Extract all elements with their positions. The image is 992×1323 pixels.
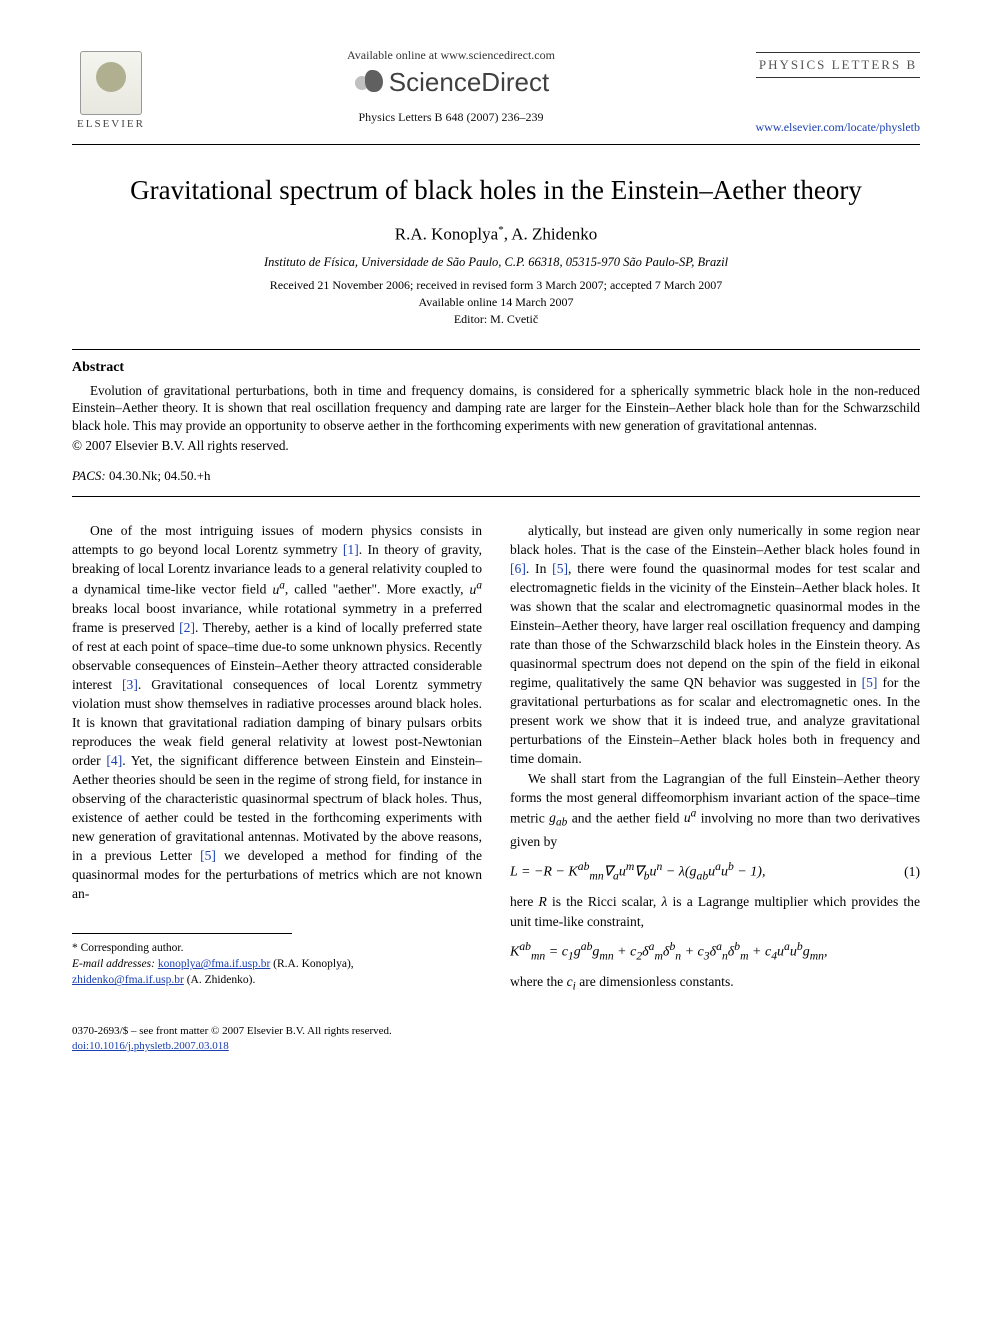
email-link-2[interactable]: zhidenko@fma.if.usp.br bbox=[72, 974, 184, 986]
abstract-rule-bottom bbox=[72, 496, 920, 497]
journal-locate-link[interactable]: www.elsevier.com/locate/physletb bbox=[755, 120, 920, 134]
header-rule bbox=[72, 144, 920, 145]
dates-received: Received 21 November 2006; received in r… bbox=[72, 278, 920, 293]
equation-1-content: L = −R − Kabmn∇aum∇bun − λ(gabuaub − 1), bbox=[510, 859, 890, 885]
email-link-1[interactable]: konoplya@fma.if.usp.br bbox=[158, 958, 270, 970]
left-column: One of the most intriguing issues of mod… bbox=[72, 521, 482, 996]
equation-1-number: (1) bbox=[890, 862, 920, 881]
sciencedirect-logo: ScienceDirect bbox=[150, 67, 752, 98]
ref-1[interactable]: [1] bbox=[343, 542, 359, 557]
journal-reference: Physics Letters B 648 (2007) 236–239 bbox=[150, 110, 752, 125]
dates-online: Available online 14 March 2007 bbox=[72, 295, 920, 310]
after-eq1: here R is the Ricci scalar, λ is a Lagra… bbox=[510, 892, 920, 930]
elsevier-name: ELSEVIER bbox=[77, 118, 145, 130]
page-root: ELSEVIER Available online at www.science… bbox=[0, 0, 992, 1115]
ref-5c[interactable]: [5] bbox=[862, 675, 878, 690]
body-para-left: One of the most intriguing issues of mod… bbox=[72, 521, 482, 903]
body-columns: One of the most intriguing issues of mod… bbox=[72, 521, 920, 996]
email-who-2: (A. Zhidenko). bbox=[184, 974, 256, 986]
front-matter-line: 0370-2693/$ – see front matter © 2007 El… bbox=[72, 1024, 920, 1039]
pacs-line: PACS: 04.30.Nk; 04.50.+h bbox=[72, 468, 920, 484]
pacs-codes: 04.30.Nk; 04.50.+h bbox=[106, 468, 211, 483]
ref-3[interactable]: [3] bbox=[122, 677, 138, 692]
elsevier-tree-icon bbox=[80, 51, 142, 115]
article-title: Gravitational spectrum of black holes in… bbox=[72, 175, 920, 206]
sciencedirect-icon bbox=[353, 68, 383, 98]
author-2: A. Zhidenko bbox=[511, 225, 597, 244]
editor-line: Editor: M. Cvetič bbox=[72, 312, 920, 327]
header-center: Available online at www.sciencedirect.co… bbox=[150, 42, 752, 125]
ref-4[interactable]: [4] bbox=[106, 753, 122, 768]
ref-5b[interactable]: [5] bbox=[552, 561, 568, 576]
page-header: ELSEVIER Available online at www.science… bbox=[72, 42, 920, 136]
abstract-copyright: © 2007 Elsevier B.V. All rights reserved… bbox=[72, 438, 920, 454]
affiliation: Instituto de Física, Universidade de São… bbox=[72, 255, 920, 270]
right-column: alytically, but instead are given only n… bbox=[510, 521, 920, 996]
ref-6[interactable]: [6] bbox=[510, 561, 526, 576]
ref-5a[interactable]: [5] bbox=[200, 848, 216, 863]
email-label: E-mail addresses: bbox=[72, 958, 158, 970]
after-eq2: where the ci are dimensionless constants… bbox=[510, 972, 920, 996]
authors-line: R.A. Konoplya*, A. Zhidenko bbox=[72, 224, 920, 245]
body-para-right-2: We shall start from the Lagrangian of th… bbox=[510, 769, 920, 851]
doi-link[interactable]: doi:10.1016/j.physletb.2007.03.018 bbox=[72, 1040, 229, 1052]
abstract-heading: Abstract bbox=[72, 360, 920, 376]
available-online-line: Available online at www.sciencedirect.co… bbox=[150, 48, 752, 63]
equation-1: L = −R − Kabmn∇aum∇bun − λ(gabuaub − 1),… bbox=[510, 859, 920, 885]
journal-title-sidebar: PHYSICS LETTERS B bbox=[756, 52, 920, 78]
footnotes: * Corresponding author. E-mail addresses… bbox=[72, 933, 292, 988]
abstract-text: Evolution of gravitational perturbations… bbox=[72, 382, 920, 435]
equation-2-content: Kabmn = c1gabgmn + c2δamδbn + c3δanδbm +… bbox=[510, 939, 920, 965]
footnote-emails: E-mail addresses: konoplya@fma.if.usp.br… bbox=[72, 956, 482, 988]
equation-2: Kabmn = c1gabgmn + c2δamδbn + c3δanδbm +… bbox=[510, 939, 920, 965]
author-1: R.A. Konoplya bbox=[395, 225, 498, 244]
email-who-1: (R.A. Konoplya), bbox=[270, 958, 353, 970]
sciencedirect-text: ScienceDirect bbox=[389, 67, 549, 98]
elsevier-logo: ELSEVIER bbox=[72, 42, 150, 130]
bottom-meta: 0370-2693/$ – see front matter © 2007 El… bbox=[72, 1024, 920, 1055]
abstract-rule-top bbox=[72, 349, 920, 350]
pacs-label: PACS: bbox=[72, 468, 106, 483]
header-right: PHYSICS LETTERS B www.elsevier.com/locat… bbox=[752, 42, 920, 136]
body-para-right-1: alytically, but instead are given only n… bbox=[510, 521, 920, 768]
footnote-corresponding: * Corresponding author. bbox=[72, 940, 482, 956]
ref-2[interactable]: [2] bbox=[179, 620, 195, 635]
